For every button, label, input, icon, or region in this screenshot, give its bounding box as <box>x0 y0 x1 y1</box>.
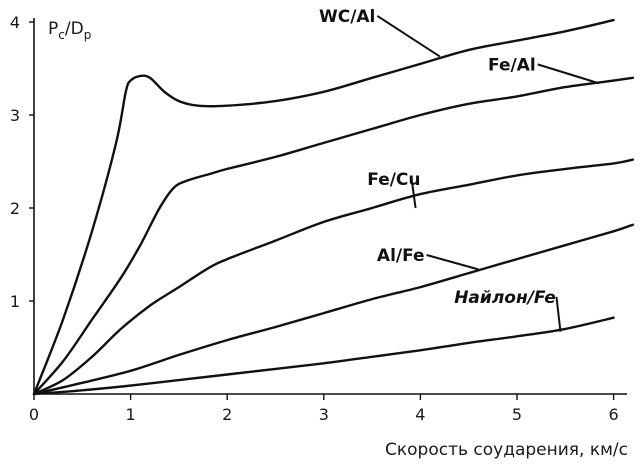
leader-line-fe-cu <box>410 178 417 209</box>
x-tick-label: 3 <box>319 405 329 424</box>
x-tick-label: 5 <box>512 405 522 424</box>
x-axis-title: Скорость соударения, км/с <box>385 440 628 460</box>
leader-line-найлон-fe <box>555 296 562 332</box>
series-line-wc-al <box>32 18 615 396</box>
x-tick-label: 1 <box>126 405 136 424</box>
y-tick-label: 2 <box>10 199 20 218</box>
y-axis-title-main: P <box>48 19 58 39</box>
y-tick-label: 3 <box>10 106 20 125</box>
y-axis-title-sep: /D <box>65 19 84 39</box>
series-line-fe-al <box>32 76 635 396</box>
series-group <box>32 18 635 396</box>
series-line-найлон-fe <box>32 316 615 396</box>
x-tick-label: 0 <box>29 405 39 424</box>
curve-label-найлон-fe: Найлон/Fe <box>454 288 556 308</box>
leader-line-al-fe <box>426 254 479 271</box>
y-tick-label: 4 <box>10 13 20 32</box>
series-line-al-fe <box>32 223 635 396</box>
curve-label-fe-cu: Fe/Cu <box>367 170 420 190</box>
curve-label-al-fe: Al/Fe <box>377 246 425 266</box>
leader-line-fe-al <box>537 63 600 85</box>
svg-text:Pc/Dp: Pc/Dp <box>48 19 91 42</box>
series-line-fe-cu <box>32 158 635 396</box>
y-axis-title: Pc/Dp <box>48 19 91 42</box>
axes <box>33 18 627 395</box>
y-axis-title-sub2: p <box>84 28 92 42</box>
x-tick-label: 2 <box>222 405 232 424</box>
x-tick-label: 4 <box>415 405 425 424</box>
y-axis-title-sub1: c <box>58 28 65 42</box>
curve-label-wc-al: WC/Al <box>319 7 375 27</box>
curve-labels: WC/Al Fe/Al Fe/Cu Al/Fe Найлон/Fe <box>319 7 600 332</box>
curve-label-fe-al: Fe/Al <box>488 55 536 75</box>
ticks: 0 1 2 3 4 5 6 1 2 3 4 <box>10 13 619 424</box>
y-tick-label: 1 <box>10 292 20 311</box>
x-tick-label: 6 <box>609 405 619 424</box>
leader-line-wc-al <box>376 15 441 58</box>
